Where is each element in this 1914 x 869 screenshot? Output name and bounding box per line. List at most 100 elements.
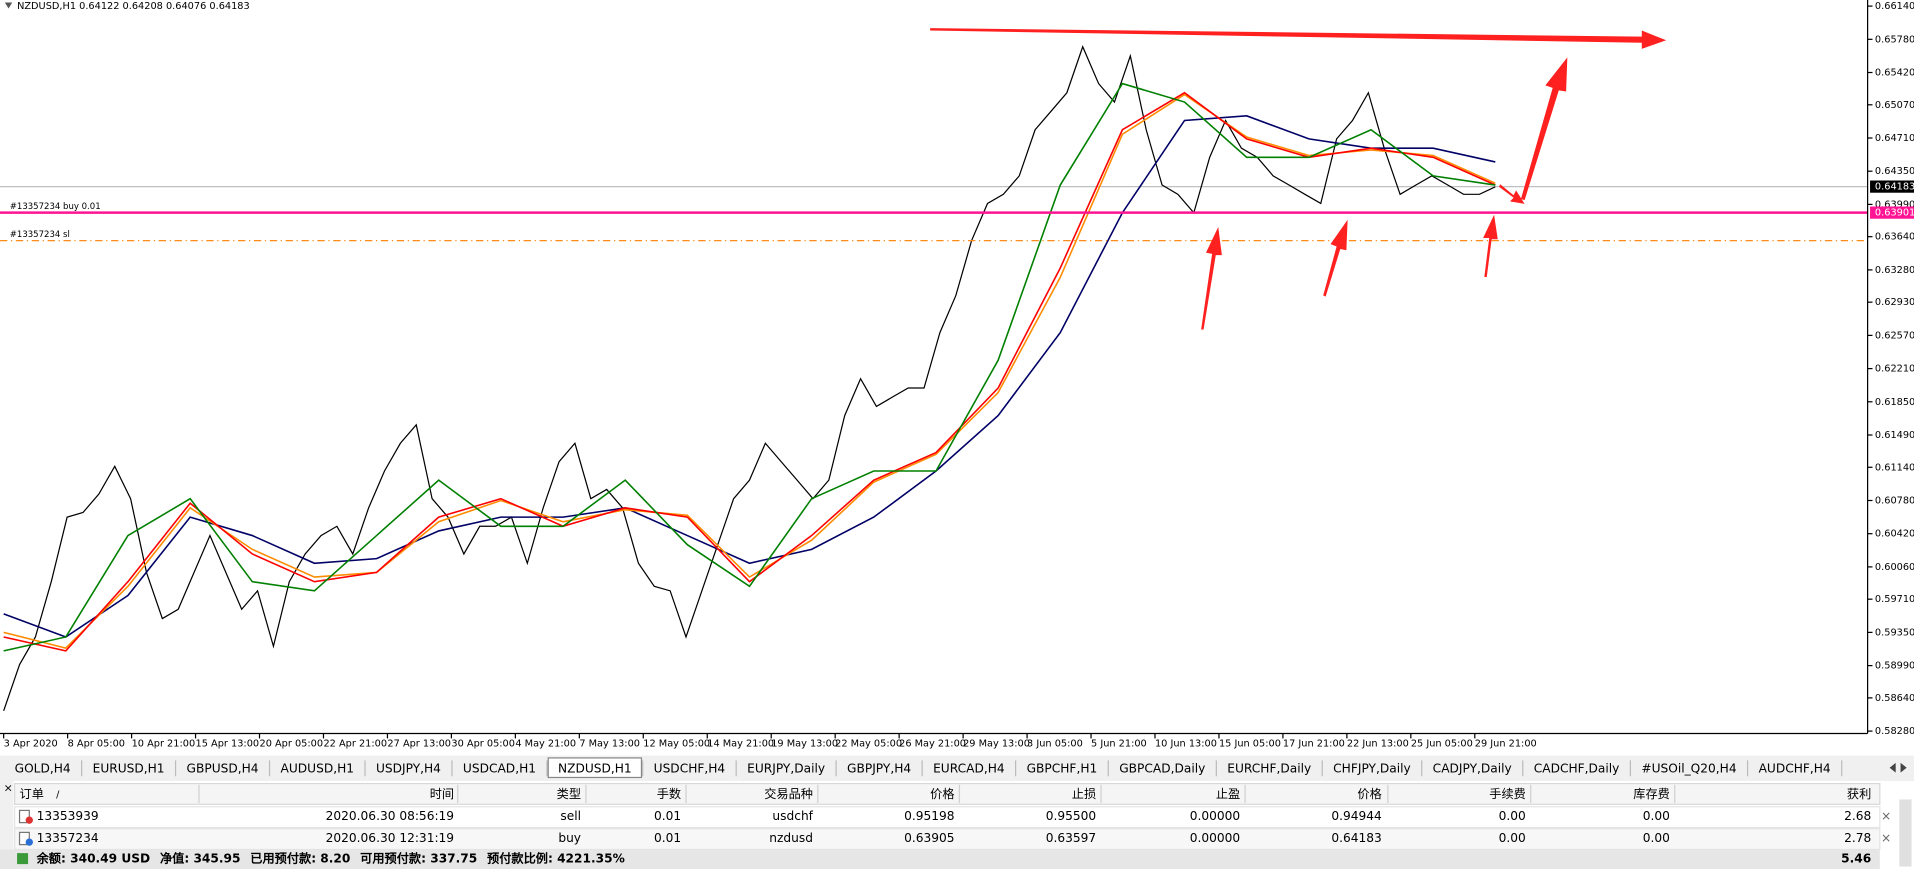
tab[interactable]: [4, 757, 81, 778]
close-icon[interactable]: ×: [4, 781, 13, 794]
tab-label[interactable]: CADJPY,Daily: [1433, 761, 1512, 775]
table-cell: 0.64183: [1331, 831, 1381, 845]
tab-label[interactable]: GBPCHF,H1: [1027, 761, 1098, 775]
tab-label[interactable]: USDJPY,H4: [376, 761, 441, 775]
column-header[interactable]: 订单: [20, 787, 44, 801]
tab[interactable]: [82, 757, 175, 778]
tab[interactable]: [837, 757, 921, 778]
table-cell: 0.63597: [1046, 831, 1096, 845]
tab-scroll[interactable]: [1889, 762, 1896, 773]
tab[interactable]: [1217, 757, 1321, 778]
tab[interactable]: [547, 757, 643, 779]
x-tick-label: 25 Jun 05:00: [1411, 738, 1473, 749]
order-label: #13357234 buy 0.01: [10, 202, 101, 212]
table-cell: 0.01: [654, 809, 681, 823]
table-cell: 2.68: [1844, 809, 1871, 823]
tab-label[interactable]: CHFJPY,Daily: [1333, 761, 1411, 775]
row-close[interactable]: ×: [1881, 831, 1891, 845]
footer-icon: [17, 853, 29, 865]
table-cell: 0.00000: [1190, 809, 1240, 823]
tab-label[interactable]: AUDUSD,H1: [281, 761, 354, 775]
moving-average: [3, 115, 1496, 638]
column-header[interactable]: 获利: [1847, 787, 1871, 801]
y-tick-label: 0.59710: [1875, 594, 1914, 605]
scrollbar[interactable]: [1899, 799, 1912, 867]
tab-label[interactable]: #USOil_Q20,H4: [1641, 761, 1736, 775]
tab-label[interactable]: EURUSD,H1: [93, 761, 165, 775]
table-cell: 0.00000: [1190, 831, 1240, 845]
y-tick-label: 0.61490: [1875, 430, 1914, 441]
arrow-annotation: [1483, 214, 1498, 278]
column-header[interactable]: 价格: [930, 786, 954, 801]
tab-label[interactable]: EURCAD,H4: [933, 761, 1005, 775]
tab-label[interactable]: AUDCHF,H4: [1759, 761, 1831, 775]
table-row[interactable]: [14, 828, 1881, 851]
x-tick-label: 3 Apr 2020: [4, 738, 58, 749]
x-tick-label: 14 May 21:00: [707, 738, 774, 749]
chart-title: NZDUSD,H1 0.64122 0.64208 0.64076 0.6418…: [17, 1, 250, 12]
table-cell: buy: [558, 831, 581, 845]
column-header[interactable]: 手数: [657, 786, 681, 801]
account-summary: 预付款比例: 4221.35%: [487, 851, 625, 866]
row-close[interactable]: ×: [1881, 809, 1891, 823]
column-header[interactable]: 价格: [1357, 786, 1381, 801]
table-cell: 13357234: [37, 831, 99, 845]
moving-average: [3, 93, 1496, 649]
table-cell: 0.00: [1499, 809, 1526, 823]
x-tick-label: 22 Apr 21:00: [323, 738, 387, 749]
tab[interactable]: [1422, 757, 1522, 778]
arrow-annotation: [1201, 227, 1222, 330]
x-tick-label: 12 May 05:00: [643, 738, 710, 749]
tab[interactable]: [453, 757, 546, 778]
tab-label[interactable]: GOLD,H4: [15, 761, 71, 775]
tab[interactable]: [270, 757, 364, 778]
tab-label[interactable]: CADCHF,Daily: [1534, 761, 1620, 775]
y-tick-label: 0.61140: [1875, 462, 1914, 473]
tab-label[interactable]: NZDUSD,H1: [558, 761, 632, 775]
column-header[interactable]: 止盈: [1216, 787, 1240, 801]
tab[interactable]: [1109, 757, 1216, 778]
table-cell: usdchf: [772, 809, 813, 823]
tab-label[interactable]: GBPUSD,H4: [187, 761, 259, 775]
arrow-annotation: [1498, 184, 1525, 204]
column-header[interactable]: 时间: [430, 787, 454, 801]
column-header[interactable]: 库存费: [1633, 786, 1670, 801]
tab[interactable]: [1523, 757, 1630, 778]
tab[interactable]: [1748, 757, 1841, 778]
row-icon-badge: [25, 838, 33, 846]
tab-label[interactable]: USDCAD,H1: [463, 761, 536, 775]
tab-label[interactable]: GBPJPY,H4: [847, 761, 911, 775]
table-cell: 2020.06.30 08:56:19: [326, 809, 454, 823]
arrow-annotation: [930, 28, 1667, 49]
table-row[interactable]: [14, 806, 1881, 829]
y-tick-label: 0.60780: [1875, 495, 1914, 506]
y-tick-label: 0.58640: [1875, 693, 1914, 704]
tab-label[interactable]: EURCHF,Daily: [1227, 761, 1311, 775]
tab[interactable]: [1323, 757, 1421, 778]
x-tick-label: 10 Apr 21:00: [132, 738, 196, 749]
tab-label[interactable]: EURJPY,Daily: [747, 761, 825, 775]
tab-scroll[interactable]: [1900, 762, 1907, 773]
tab[interactable]: [737, 757, 835, 778]
y-tick-label: 0.65070: [1875, 100, 1914, 111]
column-header[interactable]: 类型: [557, 787, 581, 801]
x-tick-label: 3 Jun 05:00: [1027, 738, 1083, 749]
tab[interactable]: [176, 757, 269, 778]
column-header[interactable]: 交易品种: [764, 786, 813, 801]
column-header[interactable]: 手续费: [1489, 787, 1526, 801]
tab-label[interactable]: USDCHF,H4: [654, 761, 726, 775]
price-series: [3, 45, 1496, 712]
tab[interactable]: [1016, 757, 1108, 778]
tab[interactable]: [1631, 757, 1747, 778]
tab[interactable]: [923, 757, 1015, 778]
column-header[interactable]: 止损: [1072, 787, 1096, 801]
tab[interactable]: [643, 757, 735, 778]
tab-label[interactable]: GBPCAD,Daily: [1119, 761, 1205, 775]
table-cell: 2020.06.30 12:31:19: [326, 831, 454, 845]
y-tick-label: 0.63280: [1875, 265, 1914, 276]
arrow-annotation: [1323, 219, 1348, 297]
profit-total: 5.46: [1841, 852, 1871, 866]
tab[interactable]: [366, 757, 451, 778]
y-tick-label: 0.60420: [1875, 529, 1914, 540]
